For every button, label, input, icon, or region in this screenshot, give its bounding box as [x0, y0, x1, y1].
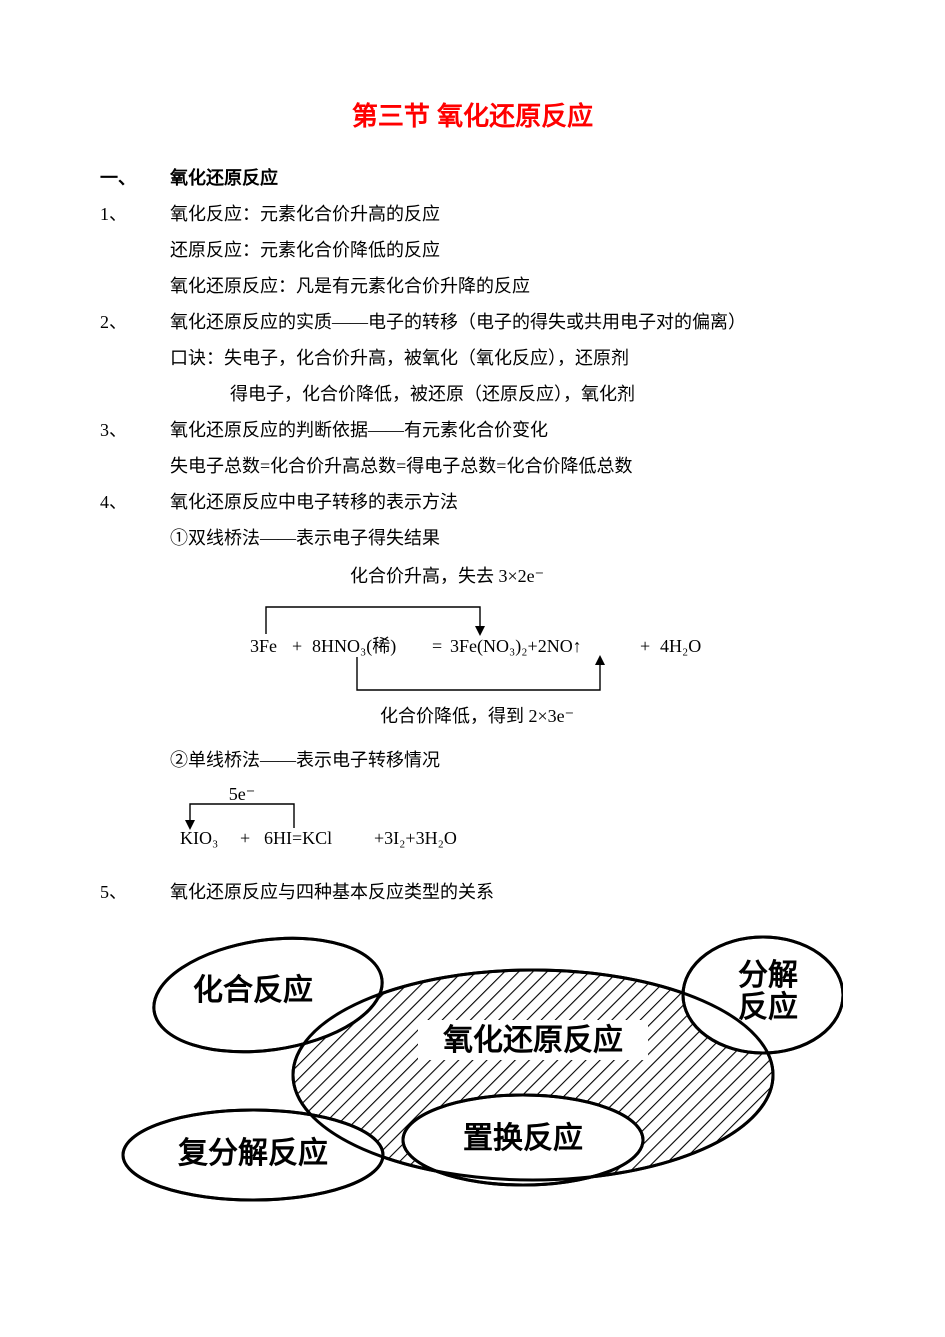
svg-text:3Fe(NO₃)₂+2NO↑: 3Fe(NO₃)₂+2NO↑	[450, 636, 582, 657]
item-text: 氧化反应：元素化合价升高的反应	[170, 196, 440, 232]
double-bridge-svg: 化合价升高，失去 3×2e⁻ 3Fe +8HNO₃(稀) = 3Fe(NO₃)₂+2NO…	[230, 562, 710, 732]
venn-diagram-area: 化合反应 分解反应置换反应 复分解反应 氧化还原反应	[100, 920, 845, 1220]
svg-text:+: +	[240, 828, 250, 848]
single-bridge-diagram: KIO₃ +6HI=KCl +3I₂+3H₂O 5e⁻	[100, 784, 845, 864]
svg-text:3Fe: 3Fe	[250, 636, 277, 656]
svg-text:分解: 分解	[738, 959, 798, 992]
list-item: 2、 氧化还原反应的实质——电子的转移（电子的得失或共用电子对的偏离）	[100, 304, 845, 340]
item-text-italic: 失电子总数=化合价升高总数=得电子总数=化合价降低总数	[100, 448, 845, 484]
item-text: 氧化还原反应的实质——电子的转移（电子的得失或共用电子对的偏离）	[170, 304, 746, 340]
single-bridge-svg: KIO₃ +6HI=KCl +3I₂+3H₂O 5e⁻	[170, 784, 510, 864]
svg-text:反应: 反应	[738, 990, 798, 1024]
list-item: 3、 氧化还原反应的判断依据——有元素化合价变化	[100, 412, 845, 448]
section-heading-row: 一、 氧化还原反应	[100, 160, 845, 196]
svg-text:化合价降低，得到 2×3e⁻: 化合价降低，得到 2×3e⁻	[380, 706, 574, 726]
list-item: 5、 氧化还原反应与四种基本反应类型的关系	[100, 874, 845, 910]
svg-text:复分解反应: 复分解反应	[178, 1136, 328, 1170]
item-text: 得电子，化合价降低，被还原（还原反应），氧化剂	[100, 376, 845, 412]
svg-text:化合反应: 化合反应	[193, 973, 313, 1007]
svg-text:氧化还原反应: 氧化还原反应	[443, 1023, 623, 1057]
svg-text:KIO₃: KIO₃	[180, 828, 218, 848]
section-number: 一、	[100, 160, 170, 196]
item-number: 3、	[100, 412, 170, 448]
item-text: 氧化还原反应中电子转移的表示方法	[170, 484, 458, 520]
item-subtext: ②单线桥法——表示电子转移情况	[100, 742, 845, 778]
svg-text:+: +	[292, 636, 302, 656]
item-text: 氧化还原反应：凡是有元素化合价升降的反应	[100, 268, 845, 304]
svg-text:5e⁻: 5e⁻	[229, 784, 256, 804]
item-subtext: ①双线桥法——表示电子得失结果	[100, 520, 845, 556]
item-number: 4、	[100, 484, 170, 520]
item-text: 氧化还原反应与四种基本反应类型的关系	[170, 874, 494, 910]
document-page: 第三节 氧化还原反应 一、 氧化还原反应 1、 氧化反应：元素化合价升高的反应 …	[0, 0, 945, 1337]
list-item: 1、 氧化反应：元素化合价升高的反应	[100, 196, 845, 232]
section-heading: 氧化还原反应	[170, 160, 278, 196]
svg-text:=: =	[432, 636, 442, 656]
svg-text:置换反应: 置换反应	[463, 1121, 583, 1155]
item-number: 5、	[100, 874, 170, 910]
svg-text:8HNO₃(稀): 8HNO₃(稀)	[312, 636, 396, 657]
svg-text:化合价升高，失去 3×2e⁻: 化合价升高，失去 3×2e⁻	[350, 566, 544, 586]
venn-svg: 化合反应 分解反应置换反应 复分解反应 氧化还原反应	[103, 920, 843, 1220]
item-text: 口诀：失电子，化合价升高，被氧化（氧化反应），还原剂	[100, 340, 845, 376]
svg-text:+3I₂+3H₂O: +3I₂+3H₂O	[374, 828, 457, 848]
item-number: 2、	[100, 304, 170, 340]
svg-text:+: +	[640, 636, 650, 656]
item-text: 还原反应：元素化合价降低的反应	[100, 232, 845, 268]
page-title: 第三节 氧化还原反应	[100, 90, 845, 142]
item-text: 氧化还原反应的判断依据——有元素化合价变化	[170, 412, 548, 448]
svg-text:6HI=KCl: 6HI=KCl	[264, 828, 332, 848]
double-bridge-diagram: 化合价升高，失去 3×2e⁻ 3Fe +8HNO₃(稀) = 3Fe(NO₃)₂+2NO…	[100, 562, 845, 732]
item-number: 1、	[100, 196, 170, 232]
svg-text:4H₂O: 4H₂O	[660, 636, 701, 656]
list-item: 4、 氧化还原反应中电子转移的表示方法	[100, 484, 845, 520]
